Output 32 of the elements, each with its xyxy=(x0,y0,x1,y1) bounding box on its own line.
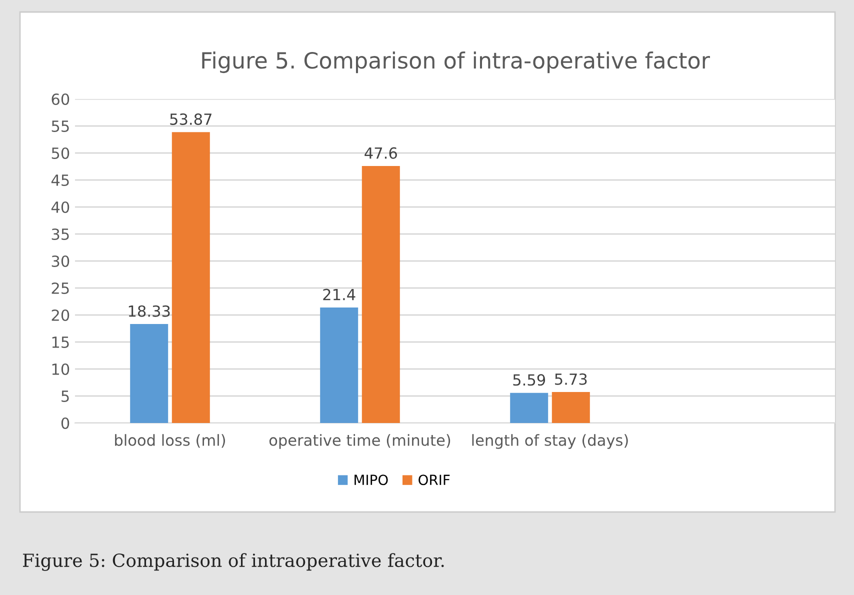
y-tick-label: 5 xyxy=(62,390,69,402)
y-tick-label: 60 xyxy=(52,93,70,106)
y-tick-label: 0 xyxy=(61,417,70,430)
data-label: 47.6 xyxy=(364,147,397,159)
legend-label: MIPO xyxy=(354,474,388,486)
y-tick-label: 10 xyxy=(52,363,70,376)
legend-label: ORIF xyxy=(418,474,450,486)
data-label: 5.73 xyxy=(555,373,587,385)
y-tick-label: 50 xyxy=(52,147,70,160)
y-tick-label: 55 xyxy=(52,120,69,132)
y-tick-label: 35 xyxy=(52,228,69,240)
data-label: 21.4 xyxy=(323,288,356,300)
x-tick-label: blood loss (ml) xyxy=(115,434,225,448)
y-tick-label: 25 xyxy=(52,282,69,294)
y-tick-label: 40 xyxy=(51,201,70,214)
bar xyxy=(362,166,400,423)
bar xyxy=(172,132,210,423)
bar xyxy=(552,392,590,423)
chart-title: Figure 5. Comparison of intra-operative factor xyxy=(202,52,710,74)
data-label: 18.33 xyxy=(128,305,170,317)
bar xyxy=(130,324,168,423)
y-tick-label: 15 xyxy=(52,336,69,348)
caption: Figure 5: Comparison of intraoperative factor. xyxy=(22,553,444,571)
y-tick-label: 30 xyxy=(52,255,70,268)
y-tick-label: 45 xyxy=(51,174,69,186)
data-label: 5.59 xyxy=(513,374,546,386)
x-tick-label: operative time (minute) xyxy=(269,434,450,449)
y-tick-label: 20 xyxy=(52,309,70,322)
bar xyxy=(510,392,548,423)
data-label: 53.87 xyxy=(170,113,212,125)
bar xyxy=(320,307,358,423)
x-tick-label: length of stay (days) xyxy=(472,434,628,449)
